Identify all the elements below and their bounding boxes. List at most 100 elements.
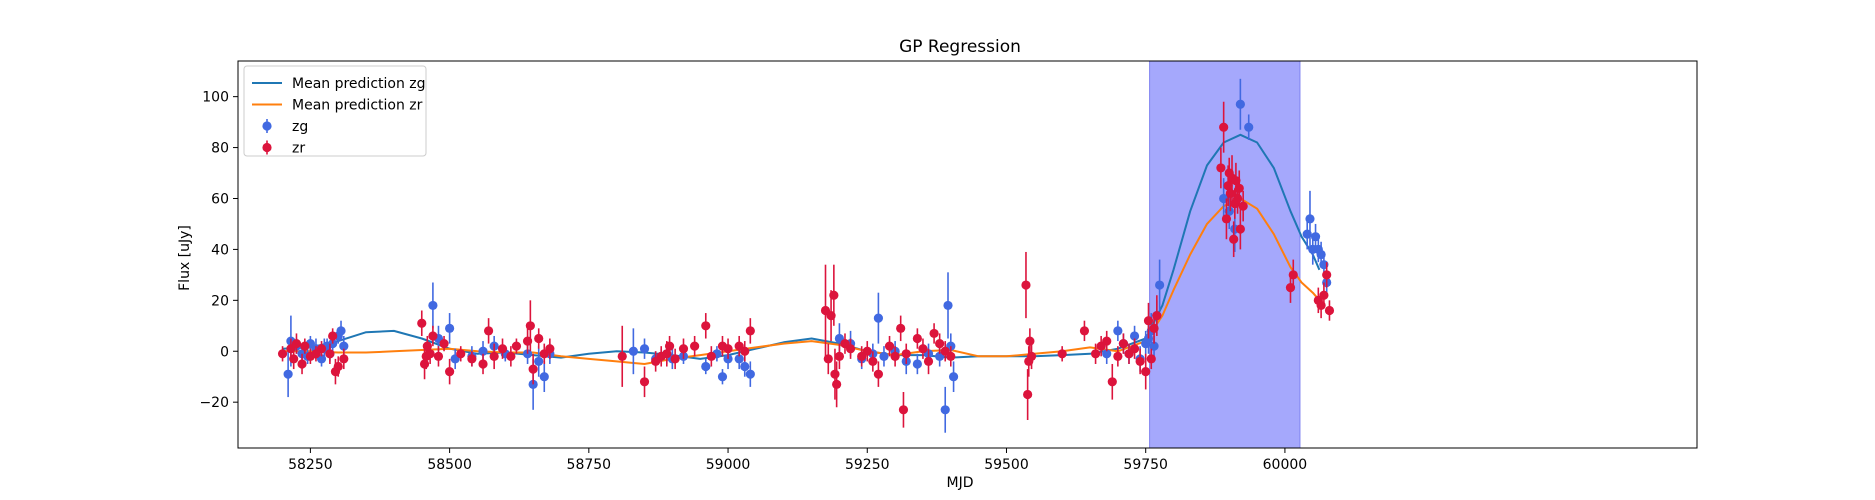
legend-marker-swatch-3 — [262, 142, 272, 153]
y-tick-label-4: 60 — [211, 191, 229, 207]
data-point-zr-65 — [873, 369, 884, 379]
data-point-zr-118 — [1322, 270, 1332, 280]
legend-marker-swatch-2 — [262, 121, 272, 131]
legend-label-1: Mean prediction zr — [292, 98, 423, 114]
data-point-zr-28 — [497, 344, 508, 354]
data-point-zr-33 — [528, 364, 538, 374]
data-point-zr-2 — [289, 354, 299, 364]
data-point-zr-66 — [884, 341, 895, 351]
data-point-zr-95 — [1143, 316, 1154, 326]
y-tick-label-3: 40 — [211, 242, 229, 258]
x-tick-label-1: 58500 — [427, 457, 472, 473]
data-point-zr-36 — [545, 344, 555, 354]
data-point-zg-40 — [740, 361, 750, 372]
data-point-zr-100 — [1219, 122, 1229, 132]
data-point-zr-20 — [433, 351, 444, 361]
data-point-zr-3 — [291, 339, 302, 349]
data-point-zg-47 — [879, 351, 889, 361]
data-point-zr-23 — [456, 349, 466, 359]
data-point-zr-87 — [1102, 336, 1112, 346]
x-tick-label-2: 58750 — [567, 457, 612, 473]
data-point-zr-9 — [325, 349, 335, 359]
data-point-zg-61 — [1129, 331, 1140, 341]
data-point-zr-10 — [328, 331, 338, 341]
data-point-zg-39 — [734, 354, 744, 364]
data-point-zr-46 — [701, 321, 711, 331]
data-point-zg-66 — [1149, 341, 1159, 351]
data-point-zr-30 — [511, 341, 522, 351]
data-point-zg-13 — [336, 326, 346, 336]
data-point-zg-15 — [428, 300, 438, 311]
data-point-zg-57 — [1102, 349, 1112, 359]
data-point-zg-53 — [940, 405, 950, 415]
x-tick-label-4: 59250 — [845, 457, 890, 473]
data-point-zr-93 — [1135, 356, 1145, 367]
data-point-zr-109 — [1232, 193, 1243, 204]
data-point-zr-117 — [1319, 290, 1329, 300]
data-point-zg-25 — [534, 356, 544, 367]
data-point-zr-52 — [745, 326, 755, 336]
data-point-zr-0 — [277, 349, 288, 359]
data-point-zr-119 — [1324, 305, 1335, 316]
data-point-zg-37 — [717, 372, 728, 382]
data-point-zr-84 — [1079, 326, 1090, 336]
legend: Mean prediction zg Mean prediction zr zg zr — [243, 65, 427, 157]
data-point-zr-18 — [425, 349, 435, 359]
data-point-zr-24 — [467, 354, 477, 364]
x-tick-label-3: 59000 — [706, 457, 751, 473]
data-point-zr-111 — [1235, 224, 1245, 234]
data-point-zr-27 — [489, 351, 499, 361]
data-point-zr-81 — [1025, 336, 1035, 346]
legend-label-0: Mean prediction zg — [292, 76, 426, 92]
data-point-zr-106 — [1229, 234, 1239, 244]
data-point-zr-29 — [506, 351, 516, 361]
highlight-span — [1149, 60, 1301, 449]
data-point-zr-74 — [929, 328, 939, 339]
data-point-zr-82 — [1026, 351, 1037, 361]
data-point-zg-17 — [445, 323, 455, 333]
legend-label-3: zr — [292, 141, 305, 157]
x-tick-label-5: 59500 — [984, 457, 1029, 473]
data-point-zr-68 — [896, 323, 906, 333]
data-point-zr-112 — [1238, 201, 1248, 211]
data-point-zr-96 — [1146, 354, 1156, 364]
data-point-zg-58 — [1113, 326, 1123, 336]
data-point-zg-20 — [478, 346, 488, 356]
data-point-zg-41 — [745, 369, 755, 379]
y-axis-label: Flux [uJy] — [177, 225, 193, 291]
data-point-zr-8 — [316, 344, 327, 354]
legend-box — [243, 65, 427, 157]
data-point-zg-50 — [912, 359, 922, 369]
data-point-zr-77 — [946, 351, 956, 361]
data-point-zr-59 — [834, 351, 845, 361]
y-tick-label-1: 0 — [220, 344, 229, 360]
data-point-zg-29 — [639, 344, 650, 354]
data-point-zr-4 — [297, 359, 307, 369]
data-point-zr-54 — [823, 354, 833, 364]
data-point-zr-72 — [918, 344, 928, 354]
data-point-zr-12 — [333, 361, 343, 372]
data-point-zr-67 — [890, 351, 900, 361]
data-point-zg-14 — [339, 341, 349, 351]
data-point-zr-99 — [1216, 163, 1226, 173]
data-point-zr-83 — [1057, 349, 1067, 359]
data-point-zr-79 — [1023, 389, 1033, 400]
data-point-zr-5 — [300, 341, 310, 351]
data-point-zg-72 — [1235, 99, 1245, 109]
data-point-zg-75 — [1305, 214, 1315, 224]
legend-label-2: zg — [292, 119, 308, 135]
data-point-zr-70 — [901, 349, 911, 359]
data-point-zr-37 — [617, 351, 627, 361]
data-point-zr-38 — [639, 377, 650, 387]
data-point-zr-110 — [1234, 183, 1244, 193]
data-point-zr-43 — [670, 354, 680, 364]
x-tick-label-7: 60000 — [1263, 457, 1308, 473]
data-point-zr-14 — [417, 318, 427, 328]
data-point-zg-54 — [943, 300, 953, 311]
data-point-zr-56 — [829, 290, 839, 300]
data-point-zr-90 — [1118, 339, 1129, 349]
data-point-zr-101 — [1221, 214, 1232, 224]
data-point-zr-63 — [862, 346, 872, 356]
data-point-zr-57 — [830, 369, 840, 379]
plot-frame — [237, 60, 1698, 449]
